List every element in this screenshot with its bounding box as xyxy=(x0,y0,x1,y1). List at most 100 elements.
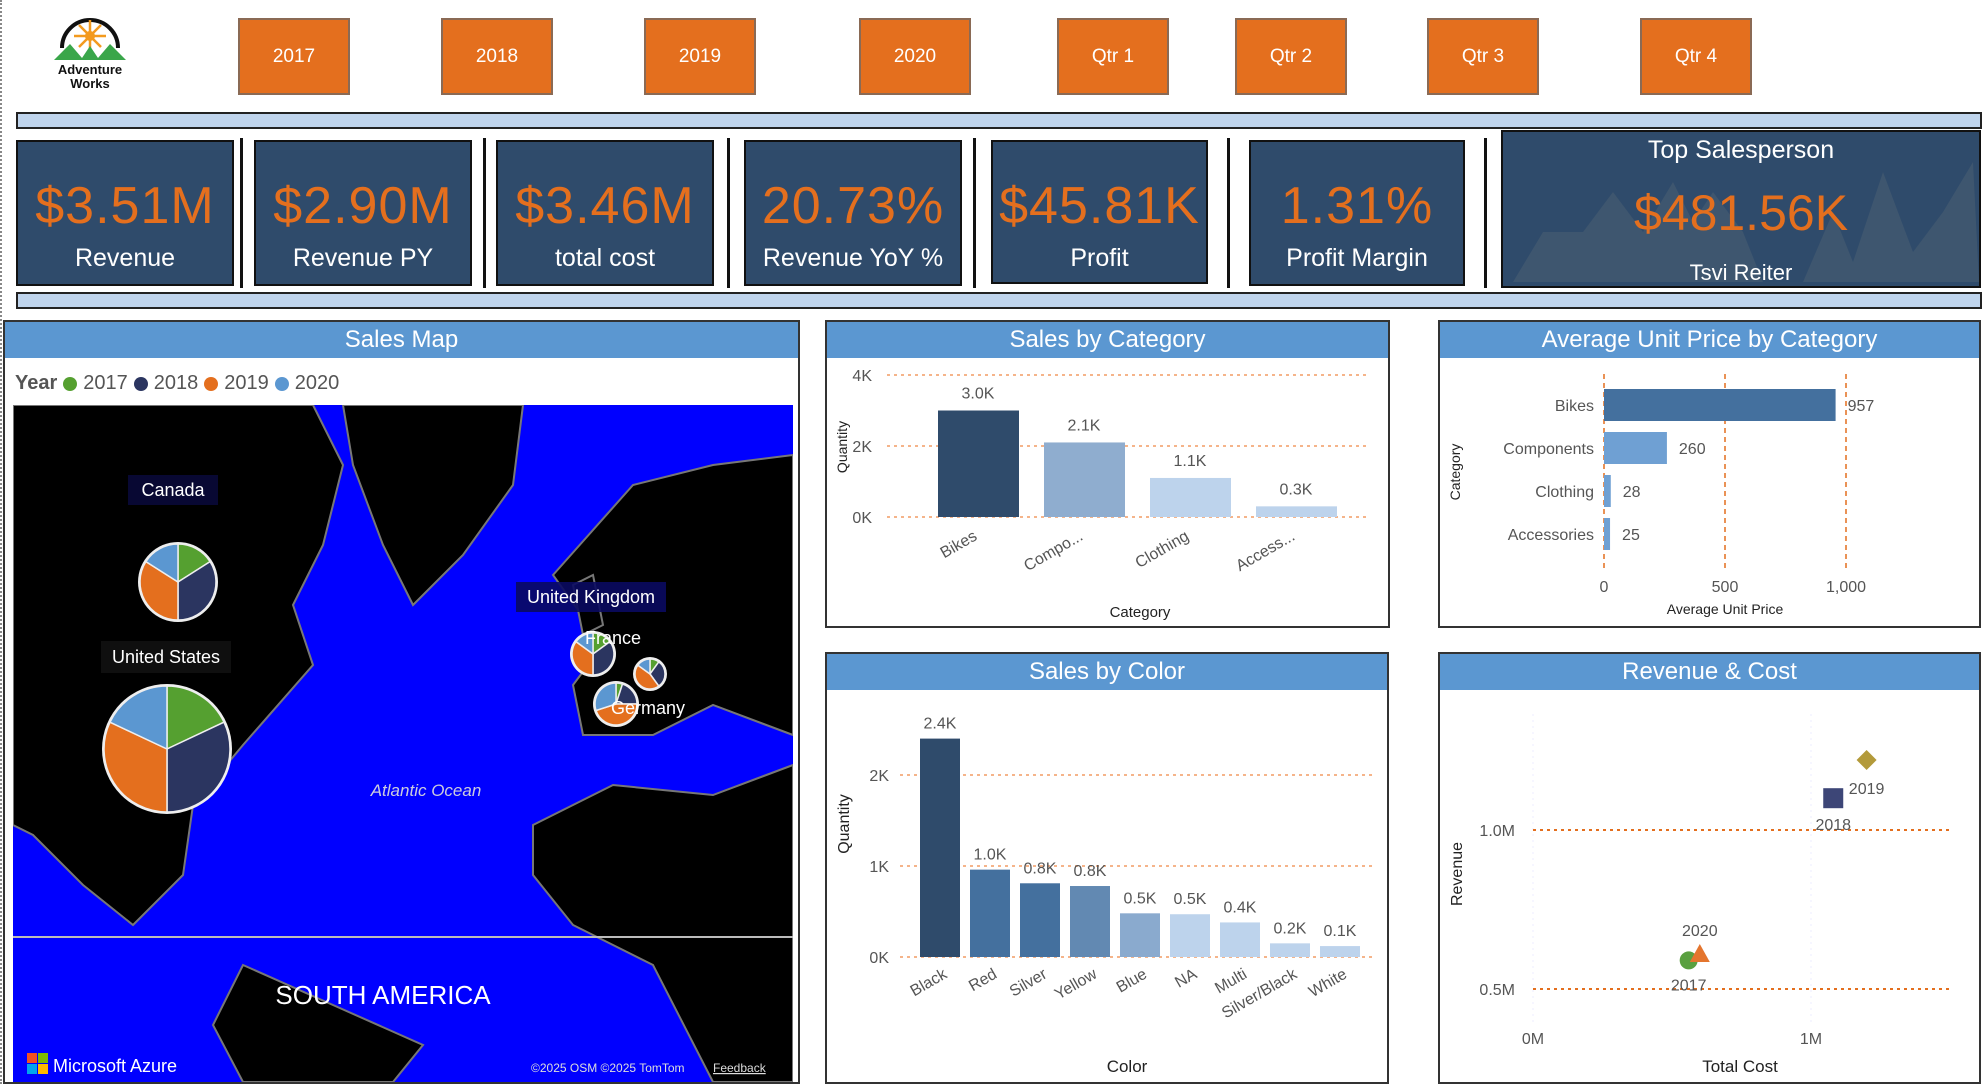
slicer-2019[interactable]: 2019 xyxy=(644,18,756,95)
label-united-states: United States xyxy=(112,647,220,667)
x-tick-label: Red xyxy=(966,966,1000,995)
label-united-kingdom: United Kingdom xyxy=(527,587,655,607)
kpi-revenue: $3.51M Revenue xyxy=(16,140,234,286)
bar-clothing xyxy=(1150,477,1231,517)
top-salesperson-value: $481.56K xyxy=(1633,185,1849,241)
kpi-total-cost: $3.46M total cost xyxy=(496,140,714,286)
bar-black xyxy=(920,738,960,957)
y-tick-label: Clothing xyxy=(1535,484,1594,501)
canvas-edge xyxy=(0,0,2,1084)
legend-dot-2017 xyxy=(63,376,78,391)
kpi-revenue-py: $2.90M Revenue PY xyxy=(254,140,472,286)
y-axis-title: Category xyxy=(1447,444,1463,501)
x-tick-label: 0M xyxy=(1522,1031,1544,1048)
data-label: 260 xyxy=(1679,441,1706,458)
slicer-qtr-1[interactable]: Qtr 1 xyxy=(1057,18,1169,95)
top-salesperson-title: Top Salesperson xyxy=(1647,136,1835,164)
data-label: 25 xyxy=(1622,527,1640,544)
pie-slice xyxy=(594,682,617,712)
legend-item[interactable]: 2020 xyxy=(294,372,340,394)
panel-title: Sales by Color xyxy=(827,654,1387,690)
bar-bikes xyxy=(1604,389,1836,421)
pie-slice xyxy=(592,640,615,676)
point-label: 2017 xyxy=(1671,977,1707,994)
bar-compo xyxy=(1044,442,1125,517)
map-attribution: ©2025 OSM ©2025 TomTom xyxy=(531,1061,685,1075)
pie-slice xyxy=(144,543,179,584)
south-america xyxy=(211,963,425,1082)
legend-item[interactable]: 2019 xyxy=(224,372,269,394)
slicer-qtr-3[interactable]: Qtr 3 xyxy=(1427,18,1539,95)
x-tick-label: 1,000 xyxy=(1826,579,1866,596)
y-tick-label: Bikes xyxy=(1555,398,1594,415)
x-axis-title: Color xyxy=(1107,1057,1148,1076)
x-tick-label: Bikes xyxy=(938,528,980,562)
label-canada: Canada xyxy=(141,480,205,500)
x-tick-label: NA xyxy=(1172,966,1200,992)
kpi-value: $45.81K xyxy=(999,177,1200,235)
y-tick-label: 0K xyxy=(869,950,889,967)
bar-multi xyxy=(1220,922,1260,957)
divider xyxy=(973,138,976,288)
pie-slice xyxy=(636,658,651,676)
y-tick-label: 4K xyxy=(852,368,872,385)
avg-unit-price-panel: Average Unit Price by Category 0 500 1,000… xyxy=(1438,320,1981,628)
sales-by-category-chart: 0K 2K 4K 3.0K Bikes 2.1K Compo... 1.1K Clothing 0… xyxy=(834,368,1367,621)
kpi-label: Revenue YoY % xyxy=(762,244,944,272)
x-tick-label: 0 xyxy=(1600,579,1609,596)
map-feedback-link[interactable]: Feedback xyxy=(713,1061,767,1075)
x-tick-label: 1M xyxy=(1800,1031,1822,1048)
slicer-qtr-4[interactable]: Qtr 4 xyxy=(1640,18,1752,95)
pie-slice xyxy=(103,721,168,813)
bar-blue xyxy=(1120,913,1160,957)
panel-title: Sales Map xyxy=(5,322,798,358)
bar-red xyxy=(970,869,1010,957)
kpi-label: Profit xyxy=(1070,244,1129,272)
label-south-america: SOUTH AMERICA xyxy=(275,980,491,1010)
data-label: 0.5K xyxy=(1124,890,1157,907)
legend-item[interactable]: 2017 xyxy=(83,372,128,394)
bar-na xyxy=(1170,914,1210,957)
slicer-qtr-2[interactable]: Qtr 2 xyxy=(1235,18,1347,95)
panel-title: Sales by Category xyxy=(827,322,1388,358)
data-label: 1.1K xyxy=(1174,453,1207,470)
point-2020 xyxy=(1689,944,1710,963)
slicer-2017[interactable]: 2017 xyxy=(238,18,350,95)
sales-by-color-panel: Sales by Color 0K 1K 2K 2.4K Black 1.0K Red 0.8… xyxy=(825,652,1389,1084)
data-label: 957 xyxy=(1848,398,1875,415)
x-axis-title: Category xyxy=(1110,604,1171,621)
kpi-revenue-yoy: 20.73% Revenue YoY % xyxy=(744,140,962,286)
map-canvas[interactable]: Canada United States United Kingdom Fran… xyxy=(13,405,793,1082)
x-tick-label: White xyxy=(1306,966,1350,1001)
kpi-label: total cost xyxy=(554,244,656,272)
legend-dot-2020 xyxy=(274,376,289,391)
kpi-label: Profit Margin xyxy=(1286,244,1428,272)
kpi-profit: $45.81K Profit xyxy=(991,140,1208,284)
sales-map-panel: Sales Map Year 2017 2018 2019 2020 Canad… xyxy=(3,320,800,1084)
point-2018 xyxy=(1823,788,1844,809)
bar-accessories xyxy=(1604,518,1611,550)
data-label: 0.4K xyxy=(1224,899,1257,916)
x-axis-title: Average Unit Price xyxy=(1667,601,1784,617)
kpi-value: 1.31% xyxy=(1280,177,1434,235)
legend-dot-2018 xyxy=(133,376,148,391)
divider xyxy=(240,138,243,288)
y-tick-label: 1.0M xyxy=(1479,823,1515,840)
x-tick-label: Clothing xyxy=(1133,528,1192,572)
data-label: 2.4K xyxy=(924,716,957,733)
y-axis-title: Quantity xyxy=(834,421,850,473)
divider xyxy=(483,138,486,288)
point-2019 xyxy=(1856,750,1877,771)
y-tick-label: 0.5M xyxy=(1479,982,1515,999)
legend-item[interactable]: 2018 xyxy=(153,372,199,394)
legend-dot-2019 xyxy=(204,376,219,391)
top-salesperson-name: Tsvi Reiter xyxy=(1689,260,1793,285)
x-tick-label: Yellow xyxy=(1052,966,1100,1004)
divider xyxy=(1484,138,1487,288)
slicer-2020[interactable]: 2020 xyxy=(859,18,971,95)
slicer-2018[interactable]: 2018 xyxy=(441,18,553,95)
divider xyxy=(1227,138,1230,288)
data-label: 0.8K xyxy=(1074,863,1107,880)
data-label: 3.0K xyxy=(962,386,995,403)
map-legend: Year 2017 2018 2019 2020 xyxy=(15,372,339,395)
